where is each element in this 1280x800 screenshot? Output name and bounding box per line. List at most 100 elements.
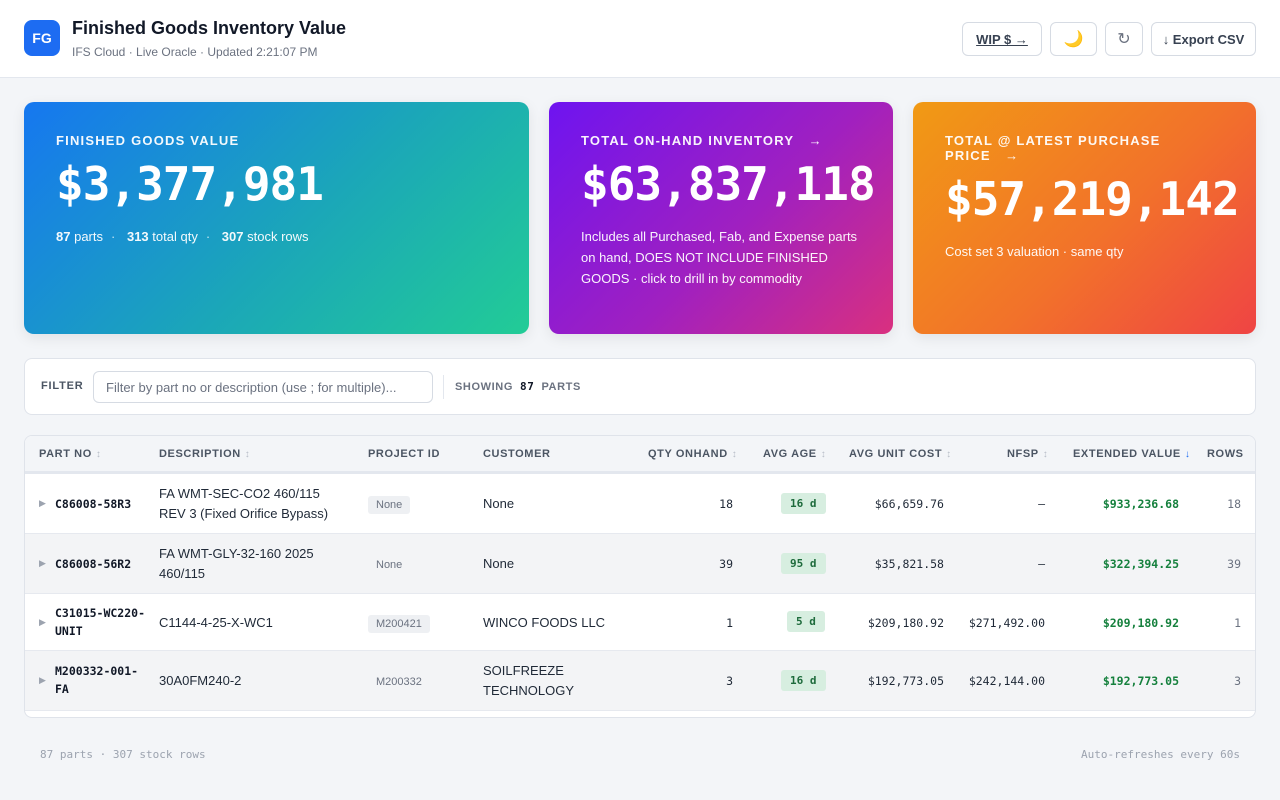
footer-summary: 87 parts · 307 stock rows: [40, 748, 206, 761]
avg-age-badge: 95 d: [781, 553, 826, 574]
table-row[interactable]: ▶ C31015-WC220-UNIT C1144-4-25-X-WC1 M20…: [25, 594, 1255, 651]
table-row[interactable]: ▶ M200332-001-FA 30A0FM240-2 M200332 SOI…: [25, 651, 1255, 711]
nfsp: $271,492.00: [968, 616, 1045, 630]
refresh-button[interactable]: ↻: [1105, 22, 1143, 56]
expand-caret-icon[interactable]: ▶: [39, 498, 46, 508]
col-qty-onhand[interactable]: QTY ONHAND ↕: [648, 448, 738, 460]
on-hand-inventory-card[interactable]: TOTAL ON-HAND INVENTORY → $63,837,118 In…: [549, 102, 893, 334]
sort-icon: ↕: [946, 449, 952, 460]
col-extended-value[interactable]: EXTENDED VALUE ↓: [1073, 448, 1191, 460]
app-logo: FG: [24, 20, 60, 56]
project-id: M200332: [376, 676, 422, 688]
page-subtitle: IFS Cloud · Live Oracle · Updated 2:21:0…: [72, 45, 318, 59]
description: 30A0FM240-2: [159, 673, 242, 688]
customer: None: [483, 556, 515, 571]
card-value: $63,837,118: [581, 157, 876, 211]
card-label: TOTAL ON-HAND INVENTORY →: [581, 133, 823, 148]
avg-age-badge: 16 d: [781, 670, 826, 691]
col-rows: ROWS: [1207, 448, 1244, 460]
part-no: C86008-58R3: [55, 497, 132, 511]
col-project-id: PROJECT ID: [368, 448, 441, 460]
sort-desc-icon: ↓: [1184, 449, 1191, 460]
col-description[interactable]: DESCRIPTION ↕: [159, 448, 251, 460]
arrow-right-icon: →: [1005, 148, 1020, 163]
nfsp: –: [1038, 557, 1045, 571]
export-csv-button[interactable]: ↓ Export CSV: [1151, 22, 1256, 56]
qty-onhand: 1: [726, 616, 733, 630]
part-no: C31015-WC220-UNIT: [55, 606, 146, 638]
inventory-table: PART NO ↕ DESCRIPTION ↕ PROJECT ID CUSTOME…: [24, 435, 1256, 718]
expand-caret-icon[interactable]: ▶: [39, 617, 46, 627]
part-no: M200332-001-FA: [55, 664, 139, 696]
arrow-right-icon: →: [808, 133, 823, 148]
finished-goods-card: FINISHED GOODS VALUE $3,377,981 87 parts…: [24, 102, 529, 334]
col-avg-unit-cost[interactable]: AVG UNIT COST ↕: [849, 448, 952, 460]
divider: [443, 375, 444, 399]
avg-unit-cost: $66,659.76: [874, 497, 944, 511]
sort-icon: ↕: [731, 449, 738, 460]
project-id: None: [368, 496, 411, 514]
description: FA WMT-SEC-CO2 460/115 REV 3 (Fixed Orif…: [159, 486, 329, 521]
sort-icon: ↕: [95, 449, 102, 460]
table-row[interactable]: ▶ C86008-56R2 FA WMT-GLY-32-160 2025 460…: [25, 534, 1255, 594]
description: C1144-4-25-X-WC1: [159, 615, 273, 630]
latest-purchase-price-card[interactable]: TOTAL @ LATEST PURCHASE PRICE → $57,219,…: [913, 102, 1256, 334]
extended-value: $933,236.68: [1102, 497, 1179, 511]
description: FA WMT-GLY-32-160 2025 460/115: [159, 546, 314, 581]
card-label: TOTAL @ LATEST PURCHASE PRICE →: [945, 133, 1161, 163]
avg-unit-cost: $192,773.05: [867, 674, 944, 688]
qty-onhand: 18: [719, 497, 733, 511]
table-header: PART NO ↕ DESCRIPTION ↕ PROJECT ID CUSTOME…: [25, 436, 1255, 474]
qty-label: total qty: [152, 229, 198, 244]
avg-unit-cost: $209,180.92: [867, 616, 944, 630]
rows-count: 18: [1227, 497, 1241, 511]
avg-age-badge: 5 d: [787, 611, 825, 632]
col-avg-age[interactable]: AVG AGE ↕: [763, 448, 827, 460]
wip-button[interactable]: WIP $ →: [962, 22, 1042, 56]
moon-icon: 🌙: [1063, 31, 1084, 48]
parts-shown-count: 87: [519, 380, 535, 393]
extended-value: $192,773.05: [1102, 674, 1179, 688]
sort-icon: ↕: [1042, 449, 1049, 460]
parts-count: 87: [56, 229, 71, 244]
col-customer: CUSTOMER: [483, 448, 551, 460]
col-nfsp[interactable]: NFSP ↕: [1007, 448, 1049, 460]
app-header: FG Finished Goods Inventory Value IFS Cl…: [0, 0, 1280, 78]
filter-input[interactable]: [93, 371, 433, 403]
nfsp: $242,144.00: [968, 674, 1045, 688]
project-id: M200421: [368, 615, 430, 633]
col-part-no[interactable]: PART NO ↕: [39, 448, 102, 460]
expand-caret-icon[interactable]: ▶: [39, 675, 46, 685]
customer: WINCO FOODS LLC: [483, 615, 606, 630]
card-value: $3,377,981: [56, 157, 324, 211]
nfsp: –: [1038, 497, 1045, 511]
customer: SOILFREEZE TECHNOLOGY: [483, 663, 575, 698]
page-title: Finished Goods Inventory Value: [72, 18, 347, 38]
sort-icon: ↕: [244, 449, 251, 460]
dark-mode-toggle[interactable]: 🌙: [1050, 22, 1097, 56]
expand-caret-icon[interactable]: ▶: [39, 558, 46, 568]
qty-onhand: 39: [719, 557, 733, 571]
project-id: None: [376, 559, 403, 571]
filter-label: FILTER: [41, 380, 84, 392]
customer: None: [483, 496, 515, 511]
rows-count: 307: [221, 229, 244, 244]
avg-unit-cost: $35,821.58: [874, 557, 944, 571]
card-description: Includes all Purchased, Fab, and Expense…: [581, 229, 858, 286]
card-description: Cost set 3 valuation · same qty: [945, 244, 1124, 259]
parts-label: parts: [74, 229, 103, 244]
showing-count: SHOWING 87 PARTS: [455, 380, 581, 393]
refresh-icon: ↻: [1117, 31, 1131, 48]
auto-refresh-note: Auto-refreshes every 60s: [1081, 748, 1240, 761]
rows-label: stock rows: [247, 229, 309, 244]
rows-count: 39: [1227, 557, 1241, 571]
extended-value: $322,394.25: [1102, 557, 1179, 571]
extended-value: $209,180.92: [1102, 616, 1179, 630]
qty-onhand: 3: [726, 674, 733, 688]
part-no: C86008-56R2: [55, 557, 132, 571]
table-row[interactable]: ▶ C86008-58R3 FA WMT-SEC-CO2 460/115 REV…: [25, 474, 1255, 534]
rows-count: 1: [1234, 616, 1241, 630]
sort-icon: ↕: [820, 449, 827, 460]
card-label: FINISHED GOODS VALUE: [56, 133, 240, 148]
